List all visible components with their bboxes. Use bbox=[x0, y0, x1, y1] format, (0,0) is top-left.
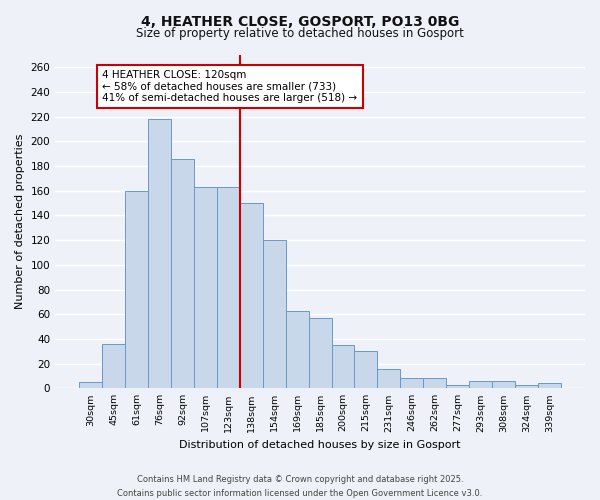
Bar bbox=[308, 318, 332, 388]
Bar bbox=[492, 381, 515, 388]
Bar bbox=[102, 344, 125, 389]
Bar bbox=[423, 378, 446, 388]
Text: 4 HEATHER CLOSE: 120sqm
← 58% of detached houses are smaller (733)
41% of semi-d: 4 HEATHER CLOSE: 120sqm ← 58% of detache… bbox=[102, 70, 358, 103]
Bar bbox=[171, 158, 194, 388]
Bar bbox=[332, 345, 355, 389]
Bar bbox=[469, 381, 492, 388]
Bar bbox=[240, 203, 263, 388]
Y-axis label: Number of detached properties: Number of detached properties bbox=[15, 134, 25, 310]
Bar bbox=[515, 384, 538, 388]
X-axis label: Distribution of detached houses by size in Gosport: Distribution of detached houses by size … bbox=[179, 440, 461, 450]
Bar bbox=[217, 187, 240, 388]
Bar bbox=[355, 352, 377, 389]
Text: 4, HEATHER CLOSE, GOSPORT, PO13 0BG: 4, HEATHER CLOSE, GOSPORT, PO13 0BG bbox=[141, 15, 459, 29]
Bar bbox=[377, 368, 400, 388]
Bar bbox=[125, 191, 148, 388]
Bar bbox=[446, 384, 469, 388]
Bar bbox=[400, 378, 423, 388]
Bar bbox=[538, 384, 561, 388]
Bar bbox=[194, 187, 217, 388]
Bar bbox=[263, 240, 286, 388]
Bar bbox=[79, 382, 102, 388]
Bar bbox=[286, 310, 308, 388]
Bar bbox=[148, 119, 171, 388]
Text: Contains HM Land Registry data © Crown copyright and database right 2025.
Contai: Contains HM Land Registry data © Crown c… bbox=[118, 476, 482, 498]
Text: Size of property relative to detached houses in Gosport: Size of property relative to detached ho… bbox=[136, 28, 464, 40]
